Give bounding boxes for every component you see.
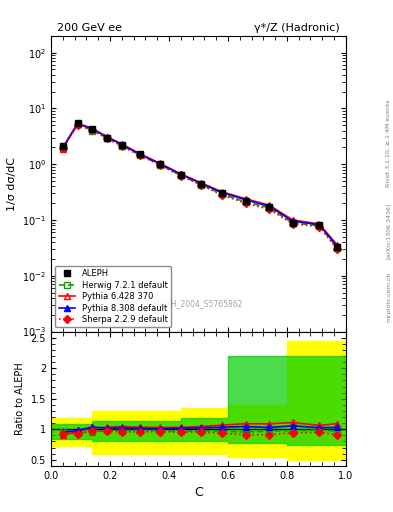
X-axis label: C: C xyxy=(194,486,203,499)
Text: [arXiv:1306.3436]: [arXiv:1306.3436] xyxy=(386,202,391,259)
Text: 200 GeV ee: 200 GeV ee xyxy=(57,23,122,33)
Text: mcplots.cern.ch: mcplots.cern.ch xyxy=(386,272,391,322)
Text: γ*/Z (Hadronic): γ*/Z (Hadronic) xyxy=(254,23,340,33)
Legend: ALEPH, Herwig 7.2.1 default, Pythia 6.428 370, Pythia 8.308 default, Sherpa 2.2.: ALEPH, Herwig 7.2.1 default, Pythia 6.42… xyxy=(55,266,171,327)
Y-axis label: 1/σ dσ/dC: 1/σ dσ/dC xyxy=(7,157,17,210)
Text: ALEPH_2004_S5765862: ALEPH_2004_S5765862 xyxy=(153,299,244,308)
Y-axis label: Ratio to ALEPH: Ratio to ALEPH xyxy=(15,362,25,435)
Text: Rivet 3.1.10, ≥ 2.4M events: Rivet 3.1.10, ≥ 2.4M events xyxy=(386,99,391,187)
